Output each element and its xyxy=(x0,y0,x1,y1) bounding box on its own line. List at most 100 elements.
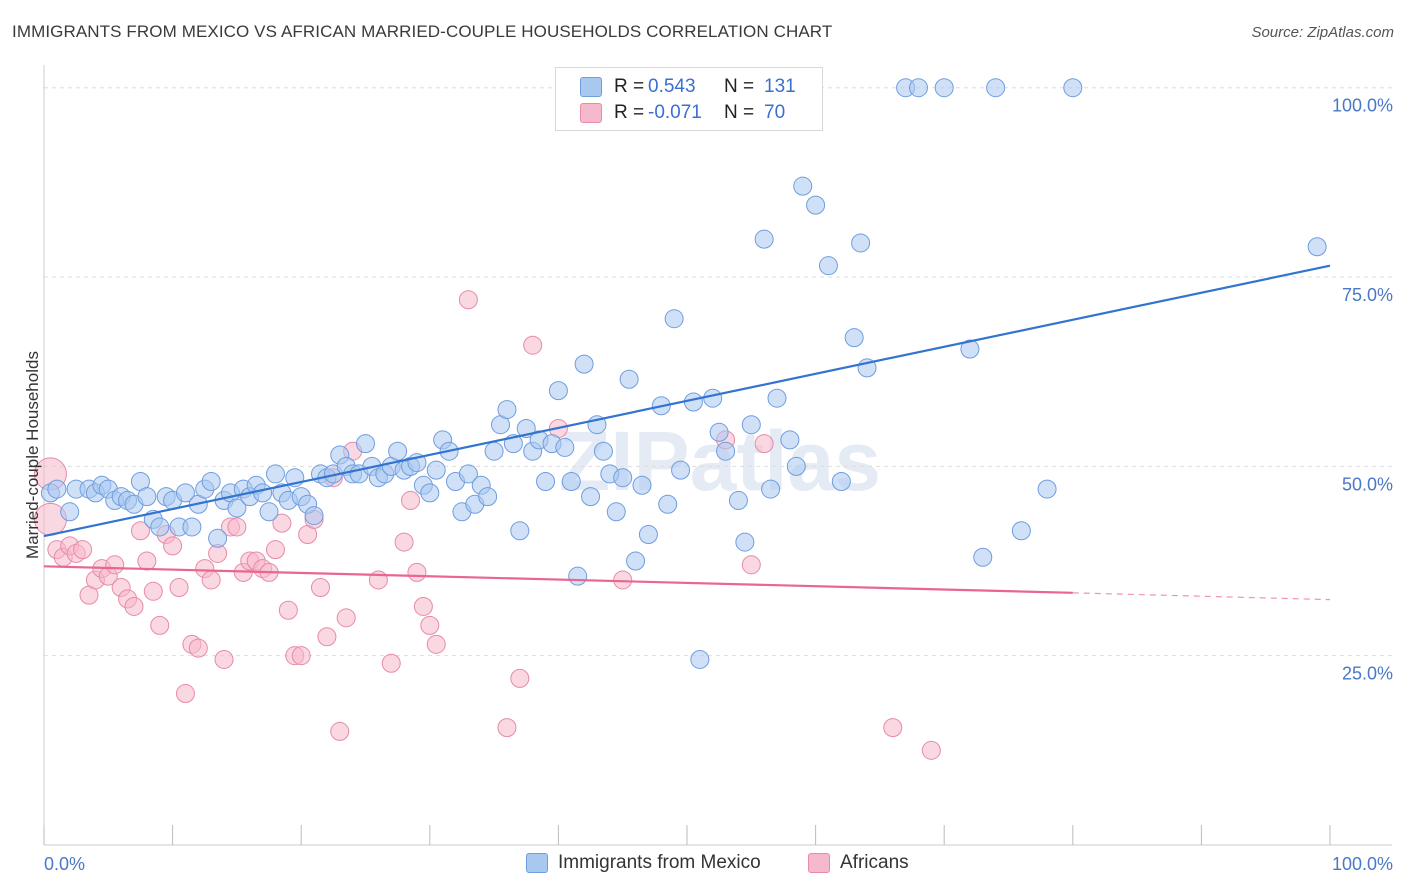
mexico-point xyxy=(716,441,736,461)
mexico-point xyxy=(754,229,774,249)
source-label: Source: ZipAtlas.com xyxy=(1251,24,1394,41)
africans-point xyxy=(175,684,195,704)
mexico-point xyxy=(581,487,601,507)
y-tick-label: 50.0% xyxy=(1342,474,1393,494)
africans-point xyxy=(921,740,941,760)
africans-point xyxy=(130,521,150,541)
legend-label: Africans xyxy=(840,852,909,873)
africans-points xyxy=(33,290,941,760)
africans-point xyxy=(381,653,401,673)
africans-point xyxy=(291,646,311,666)
mexico-point xyxy=(1037,479,1057,499)
trend-lines xyxy=(43,264,1331,601)
legend-n-label: N = xyxy=(724,102,755,123)
mexico-point xyxy=(356,434,375,454)
africans-point xyxy=(754,434,774,454)
africans-point xyxy=(137,551,157,571)
y-tick-labels: 25.0% 50.0% 75.0% 100.0% xyxy=(1332,96,1393,684)
africans-point xyxy=(278,600,298,620)
africans-point xyxy=(188,638,208,658)
mexico-point xyxy=(574,354,594,374)
africans-point xyxy=(105,555,125,575)
mexico-point xyxy=(548,381,568,401)
mexico-point xyxy=(1011,521,1031,541)
mexico-point xyxy=(47,479,67,499)
mexico-point xyxy=(497,400,517,420)
legend-label: Immigrants from Mexico xyxy=(558,852,761,873)
mexico-point xyxy=(851,233,871,253)
africans-point xyxy=(310,578,330,598)
legend-r-label: R = xyxy=(614,76,645,97)
africans-point xyxy=(124,596,144,616)
mexico-point xyxy=(806,195,826,215)
mexico-point xyxy=(973,547,993,567)
mexico-point xyxy=(420,483,440,503)
mexico-point xyxy=(831,472,851,492)
legend-row-mexico: R = 0.543 N = 131 xyxy=(580,76,796,98)
legend-item-mexico[interactable]: Immigrants from Mexico xyxy=(526,852,761,874)
mexico-point xyxy=(934,78,954,98)
mexico-point xyxy=(741,415,761,435)
mexico-point xyxy=(613,468,633,488)
legend-row-africans: R = -0.071 N = 70 xyxy=(580,102,785,124)
africans-point xyxy=(523,335,543,355)
mexico-point xyxy=(767,388,787,408)
africans-point xyxy=(201,570,221,590)
legend-n-label: N = xyxy=(724,76,755,97)
africans-point xyxy=(150,615,170,635)
legend-n-value: 70 xyxy=(764,102,786,123)
mexico-point xyxy=(690,649,710,669)
africans-point xyxy=(330,721,350,741)
legend-n-value: 131 xyxy=(764,76,796,97)
mexico-point xyxy=(536,472,556,492)
mexico-point xyxy=(568,566,588,586)
mexico-point xyxy=(1063,78,1083,98)
mexico-point xyxy=(253,483,273,503)
x-tick-min: 0.0% xyxy=(44,854,85,874)
mexico-point xyxy=(484,441,504,461)
africans-point xyxy=(227,517,247,537)
y-axis-label: Married-couple Households xyxy=(23,351,42,559)
mexico-point xyxy=(709,422,729,442)
legend-swatch-pink xyxy=(580,103,602,123)
legend-swatch-pink xyxy=(808,853,830,873)
africans-point xyxy=(214,649,234,669)
mexico-point xyxy=(510,521,530,541)
mexico-point xyxy=(304,506,324,526)
mexico-point xyxy=(780,430,800,450)
mexico-point xyxy=(632,475,652,495)
africans-trend-line xyxy=(43,565,1073,594)
africans-trend-extension xyxy=(1072,592,1331,601)
mexico-point xyxy=(426,460,446,480)
mexico-point xyxy=(227,498,247,518)
africans-point xyxy=(401,490,421,510)
africans-point xyxy=(394,532,414,552)
mexico-trend-line xyxy=(43,264,1331,538)
mexico-point xyxy=(137,487,157,507)
mexico-point xyxy=(793,176,813,196)
chart-title: IMMIGRANTS FROM MEXICO VS AFRICAN MARRIE… xyxy=(12,22,833,41)
africans-point xyxy=(497,718,517,738)
africans-point xyxy=(426,634,446,654)
mexico-point xyxy=(265,464,285,484)
mexico-point xyxy=(201,472,221,492)
mexico-point xyxy=(658,494,678,514)
africans-point xyxy=(317,627,337,647)
mexico-point xyxy=(626,551,646,571)
mexico-point xyxy=(683,392,703,412)
y-tick-label: 25.0% xyxy=(1342,664,1393,684)
mexico-point xyxy=(555,437,575,457)
mexico-point xyxy=(458,464,478,484)
mexico-point xyxy=(761,479,781,499)
mexico-point xyxy=(259,502,279,522)
mexico-point xyxy=(638,525,658,545)
africans-point xyxy=(143,581,163,601)
mexico-point xyxy=(150,517,170,537)
legend-item-africans[interactable]: Africans xyxy=(808,852,909,874)
mexico-point xyxy=(703,388,723,408)
mexico-point xyxy=(786,456,806,476)
mexico-point xyxy=(1307,237,1327,257)
africans-point xyxy=(613,570,633,590)
mexico-point xyxy=(960,339,980,359)
